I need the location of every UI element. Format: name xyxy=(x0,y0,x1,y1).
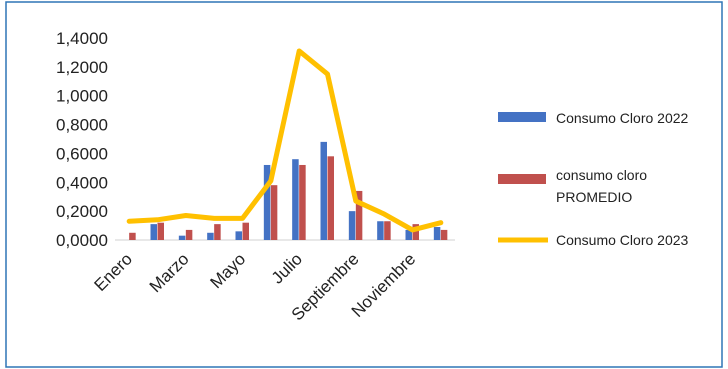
bar-consumo-cloro-2022 xyxy=(207,232,214,240)
bar-consumo-cloro-2022 xyxy=(433,227,441,240)
legend: Consumo Cloro 2022 consumo cloro PROMEDIO C… xyxy=(498,110,689,248)
y-tick-label: 0,8000 xyxy=(56,116,108,135)
bars xyxy=(129,141,448,240)
legend-swatch-consumo-cloro-2022 xyxy=(498,112,546,122)
bar-consumo-cloro-promedio xyxy=(299,164,306,240)
bar-consumo-cloro-promedio xyxy=(185,229,193,240)
y-axis-labels: 0,0000 0,2000 0,4000 0,6000 0,8000 1,0000 1,20… xyxy=(56,29,455,250)
bar-consumo-cloro-2022 xyxy=(150,224,157,240)
bar-consumo-cloro-2022 xyxy=(320,141,327,240)
bar-consumo-cloro-promedio xyxy=(440,229,448,240)
y-tick-label: 0,0000 xyxy=(56,231,108,250)
bar-consumo-cloro-promedio xyxy=(270,185,278,240)
bar-consumo-cloro-2022 xyxy=(377,221,384,240)
bar-consumo-cloro-promedio xyxy=(129,232,136,240)
bar-consumo-cloro-promedio xyxy=(327,156,334,240)
bar-consumo-cloro-promedio xyxy=(242,222,249,240)
y-tick-label: 0,4000 xyxy=(56,173,108,192)
line-consumo-cloro-2023 xyxy=(126,48,444,233)
bar-consumo-cloro-promedio xyxy=(157,222,164,240)
bar-consumo-cloro-2022 xyxy=(235,231,242,240)
y-tick-label: 0,2000 xyxy=(56,202,108,221)
bar-consumo-cloro-promedio xyxy=(412,224,419,240)
y-tick-label: 1,2000 xyxy=(56,58,108,77)
bar-consumo-cloro-2022 xyxy=(178,235,186,240)
legend-swatch-consumo-cloro-promedio xyxy=(498,174,546,184)
y-tick-label: 0,6000 xyxy=(56,144,108,163)
lines xyxy=(126,48,444,233)
bar-consumo-cloro-2022 xyxy=(292,159,299,240)
y-tick-label: 1,0000 xyxy=(56,87,108,106)
bar-consumo-cloro-2022 xyxy=(405,229,412,240)
bar-consumo-cloro-promedio xyxy=(355,190,363,240)
legend-label-consumo-cloro-promedio: PROMEDIO xyxy=(556,189,632,205)
bar-consumo-cloro-promedio xyxy=(384,221,391,240)
bar-consumo-cloro-2022 xyxy=(348,211,356,240)
legend-label-consumo-cloro-2022: Consumo Cloro 2022 xyxy=(556,110,689,126)
legend-label-consumo-cloro-promedio: consumo cloro xyxy=(556,167,647,183)
bar-consumo-cloro-2022 xyxy=(263,164,271,240)
y-tick-label: 1,4000 xyxy=(56,29,108,48)
chart-border xyxy=(5,1,723,368)
bar-consumo-cloro-promedio xyxy=(214,224,221,240)
legend-label-consumo-cloro-2023: Consumo Cloro 2023 xyxy=(556,232,689,248)
